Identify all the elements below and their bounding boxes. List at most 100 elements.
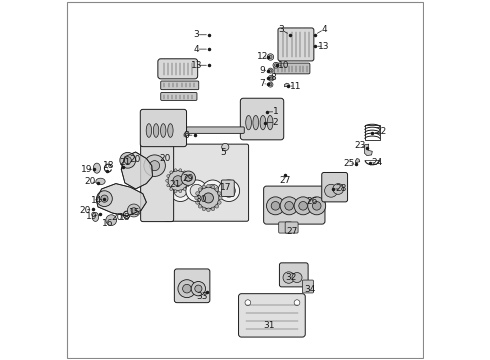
Circle shape — [285, 202, 294, 210]
FancyBboxPatch shape — [279, 222, 292, 233]
Text: 1: 1 — [272, 107, 278, 116]
Circle shape — [198, 204, 202, 208]
Circle shape — [195, 196, 198, 200]
Text: 21: 21 — [119, 158, 130, 167]
Circle shape — [101, 195, 108, 202]
Circle shape — [219, 196, 222, 200]
Circle shape — [269, 75, 274, 81]
FancyBboxPatch shape — [161, 93, 197, 100]
Circle shape — [218, 192, 221, 195]
FancyBboxPatch shape — [285, 222, 298, 233]
Circle shape — [308, 197, 326, 215]
Circle shape — [197, 187, 219, 209]
Circle shape — [170, 171, 172, 174]
FancyBboxPatch shape — [240, 98, 284, 140]
Ellipse shape — [146, 124, 151, 137]
Circle shape — [269, 84, 272, 86]
Circle shape — [211, 207, 215, 211]
Circle shape — [203, 193, 214, 203]
FancyBboxPatch shape — [302, 280, 314, 293]
Text: 5: 5 — [220, 148, 225, 157]
Circle shape — [187, 179, 190, 182]
Text: 13: 13 — [318, 42, 330, 51]
Circle shape — [299, 202, 307, 210]
Circle shape — [185, 175, 192, 181]
Circle shape — [218, 180, 240, 202]
Circle shape — [167, 184, 170, 187]
Circle shape — [280, 197, 298, 215]
Text: 20: 20 — [84, 177, 96, 186]
Polygon shape — [285, 83, 290, 87]
Circle shape — [202, 185, 206, 189]
Text: 20: 20 — [79, 206, 90, 215]
Circle shape — [131, 208, 137, 213]
Circle shape — [120, 152, 136, 168]
Bar — [365, 126, 380, 140]
Circle shape — [173, 176, 183, 186]
Circle shape — [170, 180, 191, 202]
Circle shape — [174, 190, 177, 193]
Ellipse shape — [92, 212, 98, 221]
FancyBboxPatch shape — [274, 63, 310, 74]
Ellipse shape — [161, 124, 166, 137]
Circle shape — [106, 215, 117, 226]
Circle shape — [167, 175, 170, 177]
Ellipse shape — [260, 116, 266, 130]
Text: 9: 9 — [259, 66, 265, 75]
Circle shape — [294, 300, 300, 306]
Text: 16: 16 — [102, 219, 113, 228]
Circle shape — [269, 69, 272, 72]
Circle shape — [178, 280, 196, 298]
Text: 13: 13 — [191, 61, 202, 70]
Circle shape — [97, 191, 112, 207]
FancyBboxPatch shape — [174, 269, 210, 303]
Circle shape — [196, 201, 199, 204]
Circle shape — [174, 184, 187, 197]
Text: 14: 14 — [91, 196, 102, 205]
Text: 27: 27 — [286, 227, 297, 236]
Circle shape — [202, 207, 206, 211]
Text: 8: 8 — [271, 73, 276, 82]
Circle shape — [269, 55, 272, 59]
FancyBboxPatch shape — [161, 81, 199, 90]
Text: 20: 20 — [129, 155, 141, 164]
FancyBboxPatch shape — [322, 172, 347, 202]
FancyBboxPatch shape — [187, 127, 245, 134]
Circle shape — [149, 161, 160, 171]
Circle shape — [294, 197, 312, 215]
FancyBboxPatch shape — [221, 180, 234, 197]
Circle shape — [183, 188, 186, 190]
Ellipse shape — [96, 178, 105, 185]
Polygon shape — [355, 158, 360, 163]
Circle shape — [215, 204, 219, 208]
Polygon shape — [122, 152, 152, 189]
Circle shape — [270, 77, 272, 80]
Circle shape — [333, 184, 343, 194]
Ellipse shape — [93, 163, 100, 173]
Circle shape — [245, 300, 251, 306]
Circle shape — [195, 285, 202, 292]
Circle shape — [183, 284, 191, 293]
Circle shape — [207, 208, 210, 212]
Circle shape — [207, 184, 210, 188]
Circle shape — [271, 202, 280, 210]
Circle shape — [274, 64, 277, 67]
Circle shape — [168, 171, 188, 191]
Ellipse shape — [253, 116, 259, 130]
Circle shape — [268, 68, 273, 73]
Circle shape — [221, 143, 229, 150]
Circle shape — [179, 190, 182, 193]
Text: 29: 29 — [182, 175, 194, 184]
Circle shape — [186, 175, 189, 177]
Circle shape — [191, 282, 205, 296]
Circle shape — [267, 197, 285, 215]
Text: 6: 6 — [183, 131, 189, 140]
Text: 11: 11 — [290, 82, 301, 91]
Circle shape — [124, 157, 131, 164]
FancyBboxPatch shape — [164, 144, 248, 221]
Text: 22: 22 — [376, 127, 387, 136]
Text: 27: 27 — [279, 176, 291, 185]
FancyBboxPatch shape — [278, 28, 314, 61]
Polygon shape — [365, 144, 372, 156]
Circle shape — [127, 204, 140, 217]
